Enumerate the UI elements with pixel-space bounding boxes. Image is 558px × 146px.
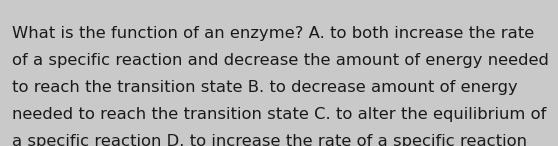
Text: of a specific reaction and decrease the amount of energy needed: of a specific reaction and decrease the …: [12, 53, 549, 68]
Text: What is the function of an enzyme? A. to both increase the rate: What is the function of an enzyme? A. to…: [12, 26, 535, 41]
Text: to reach the transition state B. to decrease amount of energy: to reach the transition state B. to decr…: [12, 80, 518, 95]
Text: needed to reach the transition state C. to alter the equilibrium of: needed to reach the transition state C. …: [12, 107, 547, 122]
Text: a specific reaction D. to increase the rate of a specific reaction: a specific reaction D. to increase the r…: [12, 134, 527, 146]
